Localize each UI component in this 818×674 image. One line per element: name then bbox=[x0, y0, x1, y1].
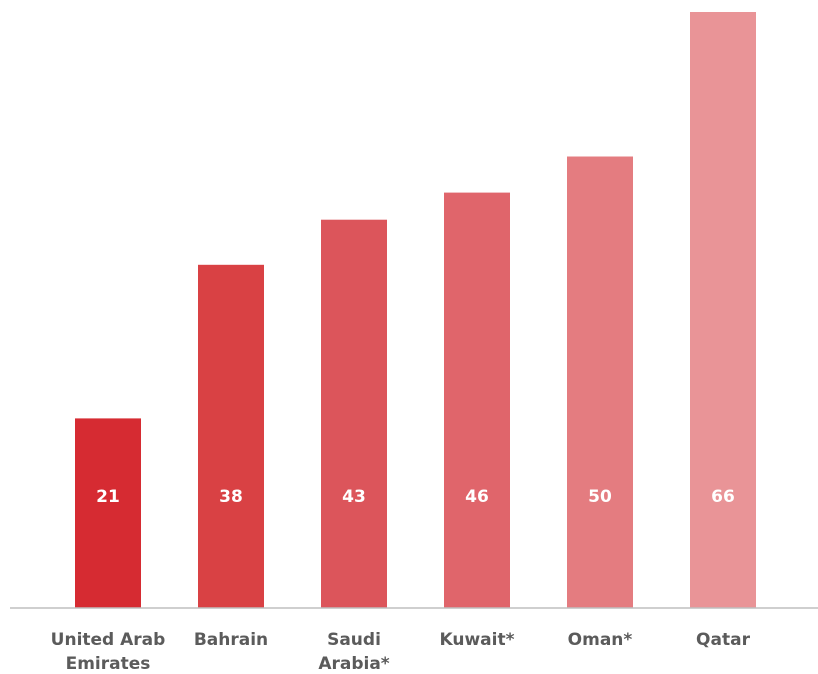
category-label-1: Bahrain bbox=[194, 630, 268, 650]
category-label-2-line-0: Saudi bbox=[327, 630, 381, 650]
bar-value-label-2: 43 bbox=[342, 487, 366, 507]
value-labels-group: 21 38 43 46 50 66 bbox=[96, 487, 735, 507]
category-label-2-line-1: Arabia* bbox=[318, 654, 389, 674]
category-label-5: Qatar bbox=[696, 630, 751, 650]
bar-value-label-1: 38 bbox=[219, 487, 243, 507]
bars-group bbox=[75, 12, 756, 608]
bar-1 bbox=[198, 264, 264, 608]
bar-value-label-3: 46 bbox=[465, 487, 489, 507]
category-labels-group: United Arab Emirates Bahrain Saudi Arabia* Ku… bbox=[51, 630, 751, 674]
bar-value-label-4: 50 bbox=[588, 487, 612, 507]
bar-value-label-5: 66 bbox=[711, 487, 735, 507]
category-label-3: Kuwait* bbox=[440, 630, 515, 650]
bar-3 bbox=[444, 192, 510, 608]
category-label-0-line-0: United Arab bbox=[51, 630, 166, 650]
bar-2 bbox=[321, 219, 387, 608]
bar-value-label-0: 21 bbox=[96, 487, 120, 507]
bar-0 bbox=[75, 418, 141, 608]
category-label-0-line-1: Emirates bbox=[66, 654, 151, 674]
bar-4 bbox=[567, 156, 633, 608]
category-label-4: Oman* bbox=[568, 630, 633, 650]
bar-5 bbox=[690, 12, 756, 608]
